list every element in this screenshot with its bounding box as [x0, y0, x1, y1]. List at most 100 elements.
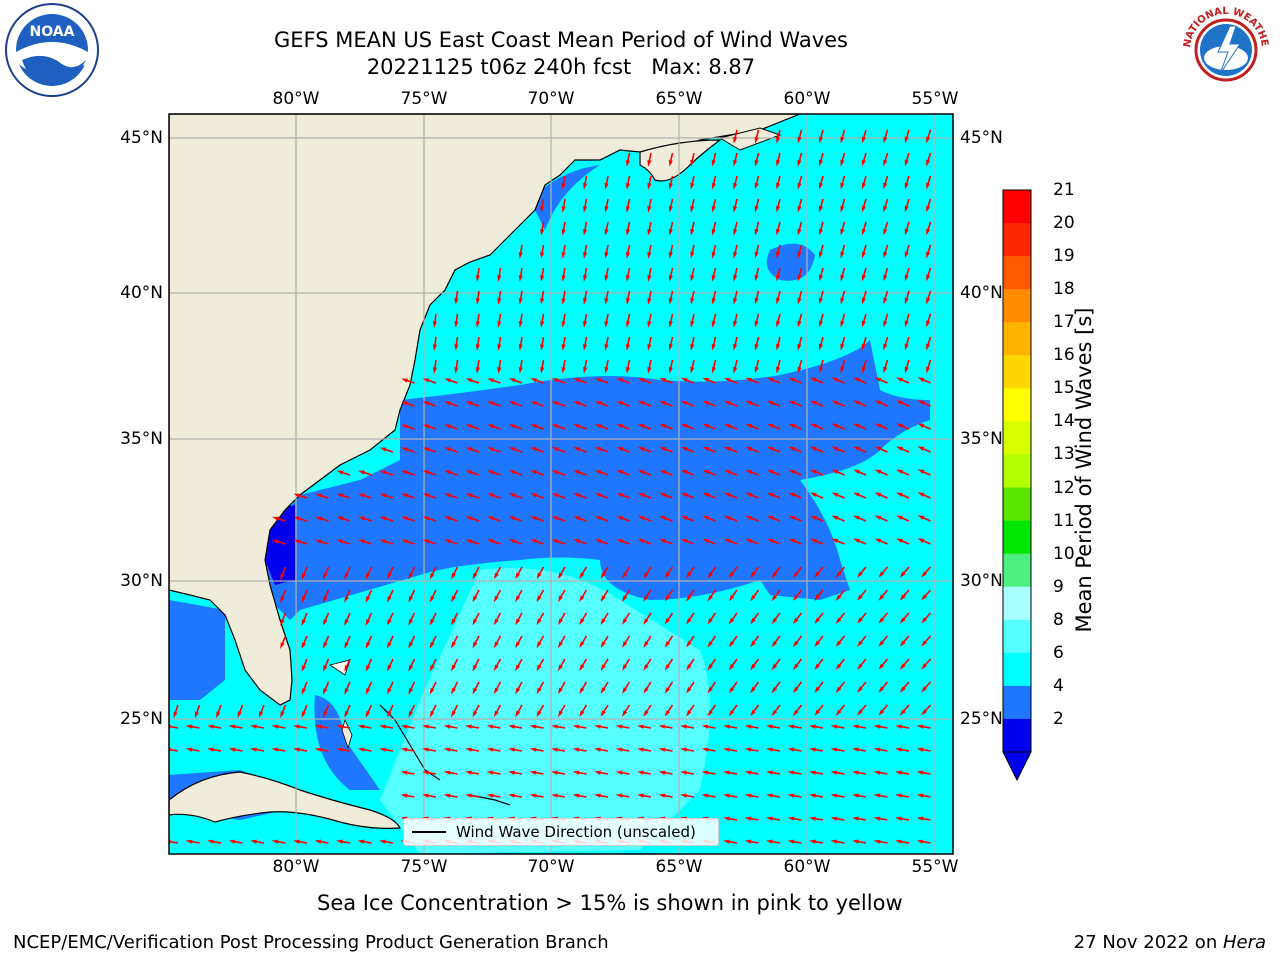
- wave-direction-arrowhead: [475, 344, 480, 351]
- wave-direction-arrowhead: [711, 251, 716, 259]
- wave-direction-arrowhead: [776, 366, 781, 374]
- wave-direction-arrowhead: [733, 205, 738, 213]
- wave-direction-arrowhead: [680, 492, 688, 498]
- wave-direction-arrowhead: [472, 687, 478, 695]
- wave-direction-arrowhead: [293, 724, 300, 729]
- wave-direction-arrowhead: [530, 424, 538, 429]
- cape-breton-land: [718, 127, 782, 151]
- wave-direction-arrowhead: [883, 274, 888, 282]
- wave-direction-arrowhead: [379, 516, 387, 521]
- wave-direction-arrowhead: [583, 344, 588, 351]
- wave-direction-arrowhead: [658, 793, 666, 798]
- wave-direction-arrowhead: [835, 686, 842, 693]
- wave-direction-arrowhead: [594, 747, 601, 752]
- wave-direction-arrowhead: [680, 770, 687, 775]
- wave-direction-arrowhead: [443, 793, 451, 798]
- lon-tick-label-top: 60°W: [783, 89, 831, 109]
- wave-direction-arrowhead: [835, 709, 842, 716]
- footer-host: Hera: [1222, 932, 1266, 953]
- wave-direction-arrowhead: [831, 538, 839, 543]
- wave-direction-arrowhead: [508, 447, 516, 452]
- wave-direction-arrowhead: [853, 538, 860, 543]
- wave-direction-arrowhead: [250, 724, 257, 729]
- wave-direction-arrowhead: [551, 424, 559, 429]
- wave-direction-arrowhead: [551, 401, 559, 406]
- wave-direction-arrowhead: [810, 377, 817, 382]
- wave-direction-arrowhead: [643, 572, 649, 579]
- wave-direction-arrowhead: [530, 447, 538, 452]
- wave-direction-arrowhead: [861, 251, 866, 259]
- wave-direction-arrowhead: [917, 377, 925, 382]
- wave-direction-arrowhead: [873, 724, 881, 729]
- wave-direction-arrowhead: [733, 274, 738, 282]
- wave-direction-arrowhead: [344, 619, 349, 626]
- wave-direction-arrowhead: [401, 539, 408, 544]
- wave-direction-arrowhead: [809, 839, 816, 844]
- wave-direction-arrowhead: [293, 747, 300, 752]
- wave-direction-arrowhead: [776, 228, 781, 236]
- wave-direction-arrowhead: [658, 724, 666, 729]
- wave-direction-arrowhead: [840, 182, 845, 190]
- wave-direction-arrowhead: [336, 839, 343, 844]
- wave-direction-arrowhead: [776, 297, 781, 305]
- wave-direction-arrowhead: [572, 724, 580, 729]
- wave-direction-arrowhead: [551, 470, 559, 475]
- wave-direction-arrowhead: [280, 642, 285, 649]
- wave-direction-arrowhead: [754, 366, 759, 374]
- map-frame: [168, 113, 954, 855]
- wave-direction-arrowhead: [573, 470, 581, 475]
- wave-direction-arrowhead: [830, 724, 838, 729]
- wave-direction-arrowhead: [754, 159, 759, 167]
- wave-direction-arrowhead: [557, 595, 563, 603]
- wave-direction-arrowhead: [686, 618, 692, 625]
- wave-direction-arrowhead: [788, 377, 796, 383]
- wave-direction-arrowhead: [835, 594, 842, 601]
- wave-direction-arrowhead: [486, 793, 494, 798]
- wave-direction-arrowhead: [797, 159, 802, 167]
- wave-direction-arrowhead: [728, 617, 735, 625]
- wave-direction-arrowhead: [926, 251, 931, 259]
- legend-line-swatch: [412, 831, 446, 833]
- wave-direction-arrowhead: [258, 711, 264, 719]
- wave-direction-arrowhead: [766, 816, 773, 821]
- wave-direction-arrowhead: [637, 747, 644, 752]
- wave-direction-arrowhead: [873, 839, 881, 844]
- wave-direction-arrowhead: [622, 572, 628, 579]
- wave-direction-arrowhead: [926, 320, 931, 328]
- wave-direction-arrowhead: [668, 159, 673, 167]
- wave-direction-arrowhead: [594, 724, 601, 729]
- wave-direction-arrowhead: [561, 367, 566, 374]
- wave-direction-arrowhead: [443, 747, 451, 752]
- wave-direction-arrowhead: [443, 724, 451, 729]
- wave-direction-arrowhead: [493, 687, 499, 695]
- sea-ice-note: Sea Ice Concentration > 15% is shown in …: [317, 891, 903, 915]
- wave-direction-arrowhead: [728, 686, 735, 694]
- wave-direction-arrowhead: [508, 793, 515, 798]
- wave-direction-arrowhead: [917, 423, 925, 428]
- wave-direction-arrowhead: [776, 251, 781, 259]
- colorbar-tick-label: 8: [1053, 609, 1064, 630]
- wave-direction-arrowhead: [647, 251, 652, 259]
- wave-direction-arrowhead: [561, 344, 566, 351]
- wave-direction-arrowhead: [668, 274, 673, 282]
- wave-direction-arrowhead: [896, 423, 903, 428]
- colorbar-cell: [1003, 190, 1031, 224]
- wave-direction-arrowhead: [745, 492, 753, 498]
- wave-direction-arrowhead: [797, 182, 802, 190]
- wave-direction-arrowhead: [643, 687, 649, 694]
- wave-direction-arrowhead: [365, 596, 371, 603]
- lat-tick-label-left: 40°N: [120, 283, 163, 303]
- wave-direction-arrowhead: [814, 594, 820, 602]
- wave-direction-arrowhead: [857, 663, 863, 670]
- wave-direction-arrowhead: [365, 688, 371, 695]
- wave-direction-arrowhead: [686, 664, 692, 671]
- wave-direction-arrowhead: [797, 274, 802, 282]
- wave-direction-arrowhead: [690, 182, 695, 190]
- wave-direction-arrowhead: [728, 663, 735, 671]
- wave-direction-arrowhead: [771, 594, 778, 602]
- colorbar-tick-label: 11: [1053, 510, 1075, 531]
- wave-direction-arrowhead: [536, 641, 542, 649]
- wave-direction-arrowhead: [387, 710, 392, 718]
- wave-direction-arrowhead: [561, 183, 566, 190]
- wave-direction-arrowhead: [322, 573, 328, 580]
